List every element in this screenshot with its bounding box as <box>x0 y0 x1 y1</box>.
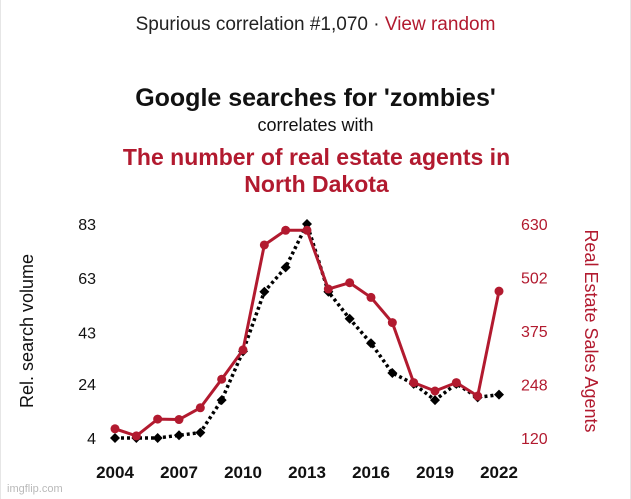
agents-point <box>174 415 184 425</box>
right-tick-label: 630 <box>521 217 548 234</box>
search-volume-point <box>430 395 440 406</box>
search-volume-point <box>195 427 206 438</box>
agents-point <box>366 292 376 302</box>
right-tick-label: 502 <box>521 271 548 288</box>
search-volume-point <box>494 389 504 400</box>
search-volume-point <box>387 367 398 378</box>
agents-point <box>302 225 312 235</box>
left-tick-label: 4 <box>87 431 96 448</box>
search-volume-point <box>259 286 270 297</box>
agents-point <box>494 286 504 296</box>
view-random-link[interactable]: View random <box>384 14 496 35</box>
agents-point <box>323 284 333 294</box>
chart-title: Google searches for 'zombies' <box>135 84 496 112</box>
x-tick-label: 2016 <box>352 463 390 482</box>
agents-point <box>451 378 461 388</box>
search-volume-point <box>152 433 163 443</box>
agents-point <box>195 403 205 413</box>
right-axis-label: Real Estate Sales Agents <box>581 229 601 432</box>
correlation-number: Spurious correlation #1,070 · <box>135 14 385 35</box>
agents-point <box>153 414 163 424</box>
left-axis-label: Rel. search volume <box>17 254 37 408</box>
agents-point <box>409 378 419 388</box>
agents-point <box>473 391 483 401</box>
agents-point <box>430 386 440 396</box>
agents-line <box>114 228 501 438</box>
x-tick-label: 2007 <box>160 463 198 482</box>
left-tick-label: 43 <box>78 325 96 342</box>
chart-subtitle: correlates with <box>257 115 374 135</box>
x-tick-label: 2010 <box>224 463 262 482</box>
right-tick-label: 375 <box>521 324 548 341</box>
header: Spurious correlation #1,070 · View rando… <box>1 14 630 36</box>
imgflip-watermark: imgflip.com <box>7 483 63 495</box>
search-volume-point <box>302 219 312 229</box>
agents-point <box>387 318 397 328</box>
left-tick-label: 63 <box>78 271 96 288</box>
search-volume-point <box>366 338 376 349</box>
agents-point <box>345 278 355 288</box>
x-tick-label: 2019 <box>416 463 454 482</box>
search-volume-point <box>216 395 227 406</box>
left-tick-label: 24 <box>78 377 96 394</box>
x-tick-label: 2004 <box>96 463 134 482</box>
x-tick-label: 2013 <box>288 463 326 482</box>
agents-point <box>131 431 141 441</box>
agents-point <box>281 225 291 235</box>
search-volume-point <box>280 262 291 273</box>
right-tick-label: 248 <box>521 377 548 394</box>
agents-point <box>217 374 227 384</box>
search-volume-point <box>110 433 120 443</box>
agents-point <box>238 345 248 355</box>
left-tick-label: 83 <box>78 217 96 234</box>
search-volume-line <box>115 222 500 440</box>
agents-point <box>110 424 120 434</box>
x-tick-label: 2022 <box>480 463 518 482</box>
search-volume-point <box>174 430 184 441</box>
agents-point <box>259 240 269 250</box>
right-tick-label: 120 <box>521 431 548 448</box>
search-volume-point <box>344 313 355 324</box>
chart-second-title: The number of real estate agents in Nort… <box>122 144 511 197</box>
